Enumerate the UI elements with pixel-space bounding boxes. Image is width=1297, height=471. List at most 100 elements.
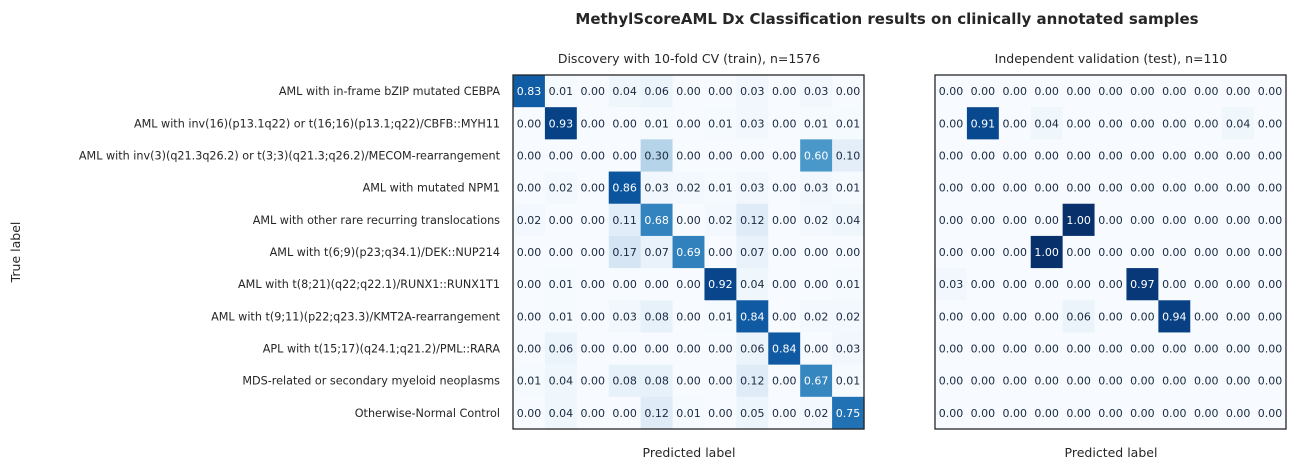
heatmap-cell [704, 396, 737, 430]
heatmap-cell [935, 268, 968, 301]
cell-value-label: 0.00 [676, 375, 701, 388]
heatmap-cell [672, 300, 706, 334]
heatmap-cell [1190, 300, 1223, 334]
heatmap-cell [544, 139, 578, 173]
cell-value-label: 0.60 [804, 149, 829, 162]
cell-value-label: 0.00 [1162, 117, 1187, 130]
cell-value-label: 0.00 [772, 246, 797, 259]
cell-value-label: 0.93 [549, 117, 574, 130]
heatmap-cell [608, 396, 642, 430]
heatmap-cell [800, 171, 833, 205]
heatmap-cell [832, 203, 865, 237]
heatmap-cell [672, 75, 706, 108]
cell-value-label: 0.01 [836, 375, 861, 388]
cell-value-label: 0.02 [676, 182, 701, 195]
heatmap-cell [1094, 364, 1128, 398]
cell-value-label: 0.00 [1162, 182, 1187, 195]
cell-value-label: 0.08 [644, 310, 669, 323]
heatmap-cell [672, 364, 706, 398]
cell-value-label: 0.00 [1034, 310, 1059, 323]
cell-value-label: 0.10 [836, 149, 861, 162]
cell-value-label: 0.04 [1226, 117, 1251, 130]
cell-value-label: 0.00 [1003, 214, 1028, 227]
heatmap-cell [998, 332, 1032, 366]
cell-value-label: 0.03 [939, 278, 964, 291]
cell-value-label: 0.11 [612, 214, 637, 227]
cell-value-label: 0.01 [836, 117, 861, 130]
heatmap-cell [1126, 75, 1159, 108]
heatmap-cell [544, 171, 578, 205]
cell-value-label: 0.00 [1194, 149, 1219, 162]
cell-value-label: 0.00 [581, 310, 606, 323]
heatmap-cell [736, 235, 769, 269]
heatmap-cell [800, 396, 833, 430]
heatmap-cell [966, 396, 1000, 430]
heatmap-cell [1030, 268, 1064, 301]
cell-value-label: 0.00 [740, 149, 765, 162]
cell-value-label: 0.00 [1066, 149, 1091, 162]
row-tick-label: AML with inv(16)(p13.1q22) or t(16;16)(p… [134, 117, 500, 130]
heatmap-cell [608, 203, 642, 237]
heatmap-cell [1222, 139, 1255, 173]
heatmap-cell [1030, 332, 1064, 366]
cell-value-label: 0.00 [772, 278, 797, 291]
heatmap-cell [1030, 235, 1064, 269]
heatmap-cell [672, 268, 706, 301]
heatmap-cell [544, 75, 578, 108]
train-panel: Discovery with 10-fold CV (train), n=157… [8, 51, 865, 460]
heatmap-cell [608, 235, 642, 269]
cell-value-label: 0.05 [740, 407, 765, 420]
cell-value-label: 0.00 [517, 246, 542, 259]
cell-value-label: 0.01 [836, 182, 861, 195]
heatmap-cell [768, 364, 801, 398]
cell-value-label: 0.07 [740, 246, 765, 259]
heatmap-cell [1158, 300, 1191, 334]
cell-value-label: 0.00 [1258, 278, 1283, 291]
cell-value-label: 0.12 [740, 214, 765, 227]
cell-value-label: 0.00 [971, 182, 996, 195]
cell-value-label: 0.94 [1162, 310, 1187, 323]
heatmap-cell [513, 396, 546, 430]
heatmap-cell [1094, 107, 1128, 140]
heatmap-cell [513, 107, 546, 140]
cell-value-label: 0.00 [1226, 407, 1251, 420]
heatmap-cell [1158, 203, 1191, 237]
cell-value-label: 0.00 [939, 117, 964, 130]
heatmap-cell [800, 75, 833, 108]
cell-value-label: 0.00 [581, 246, 606, 259]
cell-value-label: 0.00 [1098, 117, 1123, 130]
cell-value-label: 0.00 [1003, 278, 1028, 291]
cell-value-label: 0.00 [1003, 407, 1028, 420]
heatmap-cell [513, 235, 546, 269]
cell-value-label: 0.00 [1194, 310, 1219, 323]
cell-value-label: 0.00 [1130, 117, 1155, 130]
heatmap-cell [935, 364, 968, 398]
cell-value-label: 0.00 [676, 310, 701, 323]
cell-value-label: 0.03 [804, 85, 829, 98]
heatmap-cell [966, 171, 1000, 205]
heatmap-cell [640, 235, 674, 269]
heatmap-cell [608, 332, 642, 366]
cell-value-label: 0.00 [1162, 407, 1187, 420]
cell-value-label: 0.00 [1162, 246, 1187, 259]
cell-value-label: 0.02 [836, 310, 861, 323]
heatmap-cell [768, 171, 801, 205]
heatmap-cell [576, 203, 610, 237]
cell-value-label: 0.01 [549, 85, 574, 98]
heatmap-cell [1190, 75, 1223, 108]
heatmap-cell [1094, 300, 1128, 334]
cell-value-label: 0.00 [1003, 85, 1028, 98]
cell-value-label: 0.01 [836, 278, 861, 291]
cell-value-label: 0.00 [971, 246, 996, 259]
cell-value-label: 0.00 [1258, 85, 1283, 98]
heatmap-cell [576, 396, 610, 430]
cell-value-label: 0.00 [549, 214, 574, 227]
heatmap-cell [935, 171, 968, 205]
cell-value-label: 0.00 [1066, 246, 1091, 259]
heatmap-cell [768, 75, 801, 108]
heatmap-cell [736, 332, 769, 366]
cell-value-label: 0.00 [581, 343, 606, 356]
heatmap-cell [832, 396, 865, 430]
cell-value-label: 0.00 [581, 407, 606, 420]
